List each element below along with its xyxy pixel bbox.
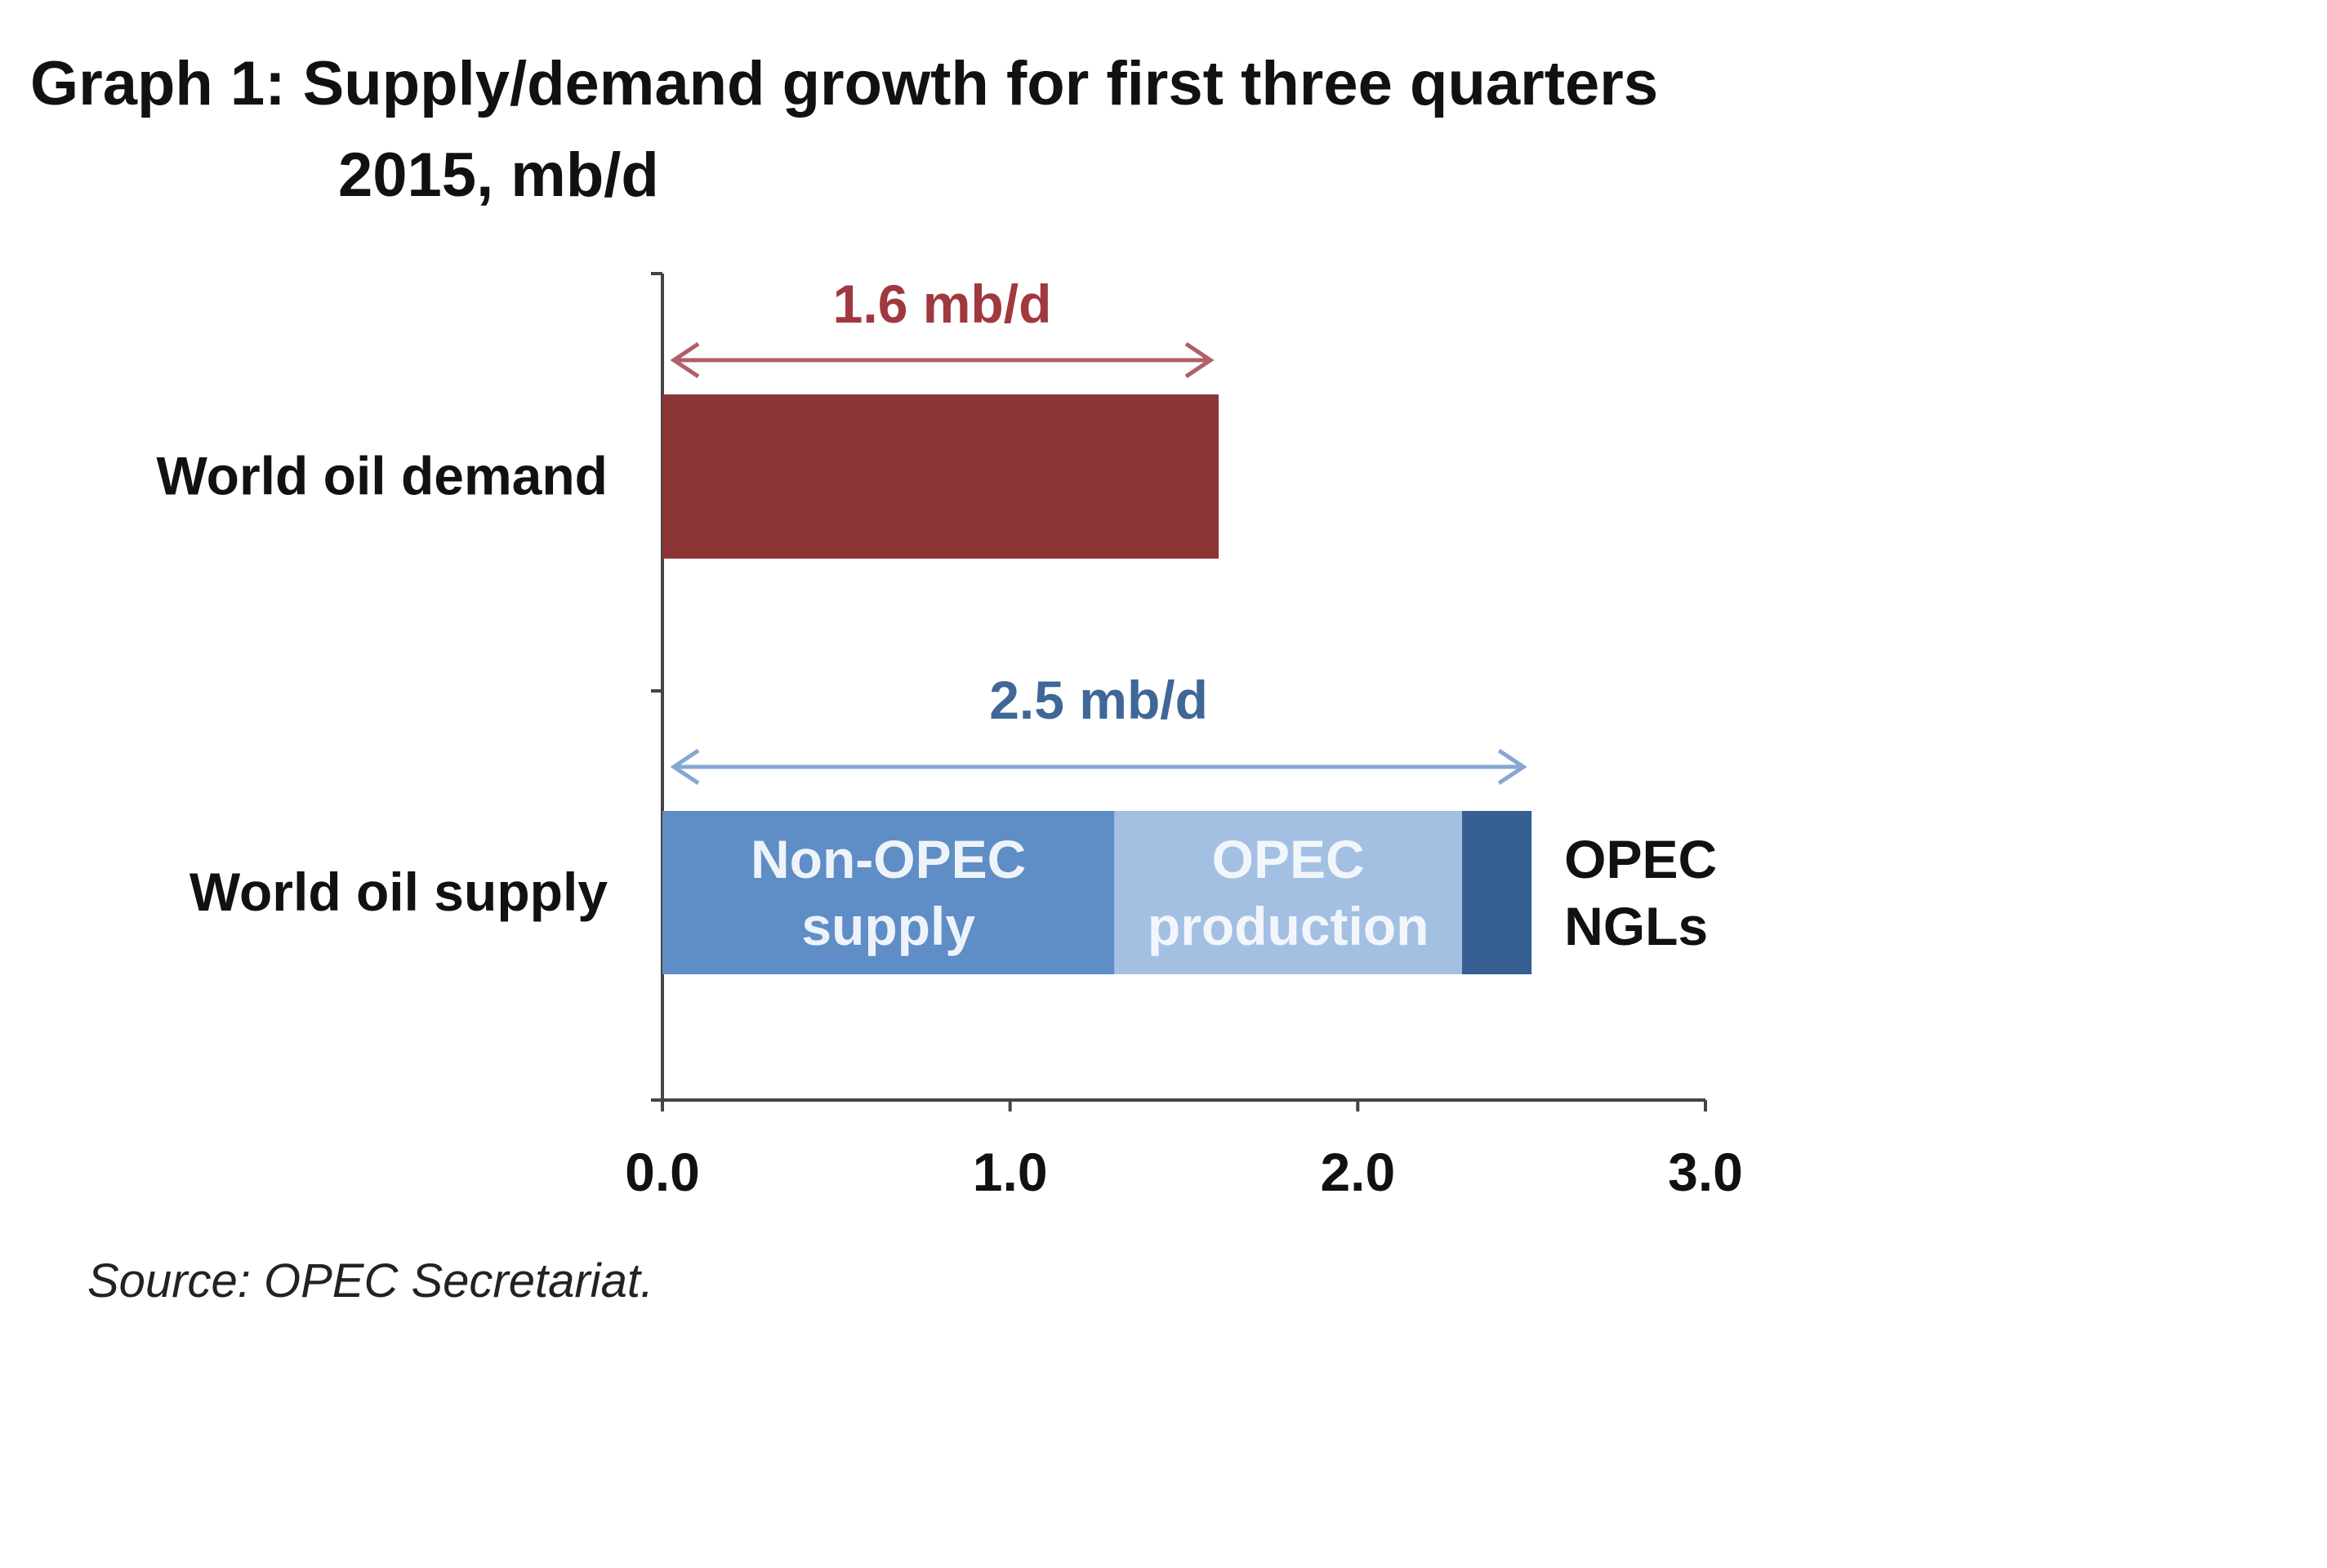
chart-title-line2: 2015, mb/d [338, 140, 659, 210]
segment-label: OPEC [1564, 829, 1717, 889]
arrow-head-left-icon [670, 748, 700, 786]
category-label: World oil demand [157, 446, 608, 506]
annotation-label: 2.5 mb/d [989, 670, 1208, 730]
source-note: Source: OPEC Secretariat. [87, 1254, 653, 1307]
annotation-label: 1.6 mb/d [833, 274, 1052, 334]
bar-non-opec-supply [662, 811, 1115, 974]
bar-opec-ngls [1462, 811, 1532, 974]
segment-label: supply [801, 896, 975, 956]
chart-title-line1: Graph 1: Supply/demand growth for first … [30, 49, 1658, 118]
segment-label: NGLs [1564, 896, 1708, 956]
x-tick-label: 3.0 [1668, 1142, 1743, 1202]
segment-label: OPEC [1212, 829, 1365, 889]
arrow-head-right-icon [1184, 341, 1215, 379]
x-tick-label: 2.0 [1320, 1142, 1395, 1202]
x-tick-label: 0.0 [625, 1142, 700, 1202]
bar-opec-production [1114, 811, 1463, 974]
segment-label: production [1148, 896, 1429, 956]
bar-world-oil-demand [662, 394, 1219, 559]
arrow-head-left-icon [670, 341, 700, 379]
segment-label: Non-OPEC [751, 829, 1026, 889]
arrow-head-right-icon [1497, 748, 1527, 786]
category-label: World oil supply [189, 862, 608, 922]
plot-area: 0.0 1.0 2.0 3.0 World oil demand World oil su… [157, 272, 1743, 1202]
x-tick-label: 1.0 [973, 1142, 1048, 1202]
